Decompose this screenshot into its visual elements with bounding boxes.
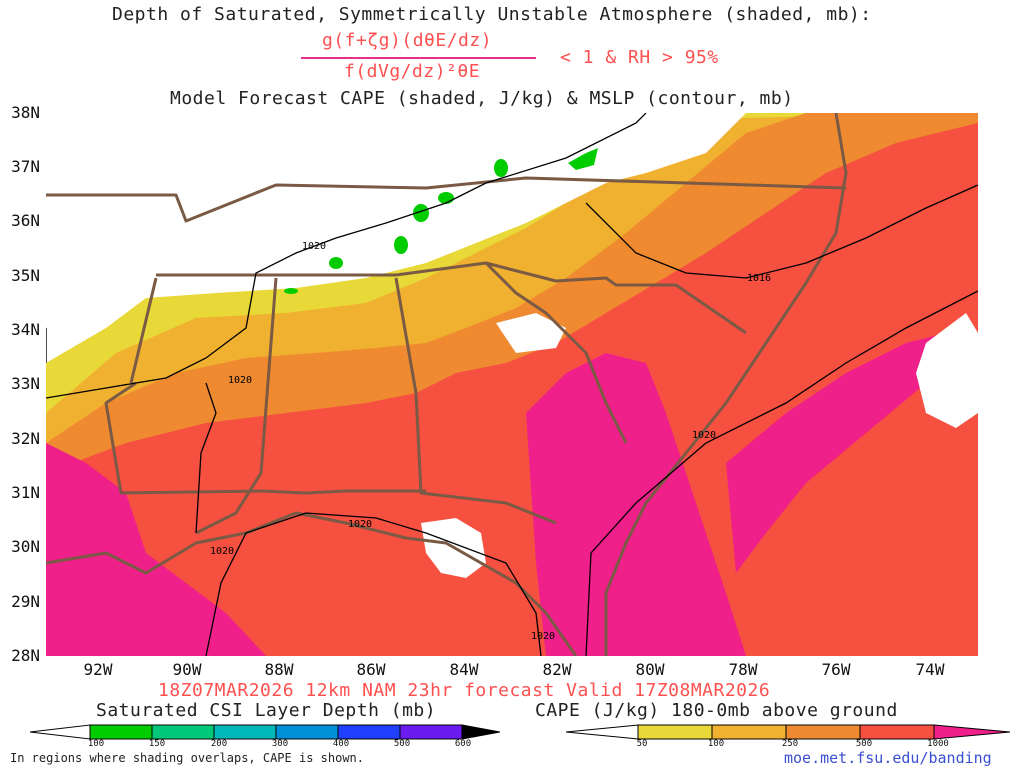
- colorbar-arrow-right: [461, 724, 500, 740]
- isobar-label: 1020: [531, 631, 555, 642]
- isobar-labels: 1020 1016 1020 1020 1020 1020 1020: [210, 241, 771, 642]
- lat-label: 36N: [11, 211, 40, 230]
- cape-magenta-region: [46, 443, 266, 656]
- csi-colorbar-label: 200: [210, 739, 228, 749]
- colorbar-swatch: [399, 724, 463, 740]
- formula-condition: < 1 & RH > 95%: [560, 47, 719, 68]
- csi-colorbar-label: 500: [393, 739, 411, 749]
- csi-patch: [329, 257, 343, 269]
- colorbar-swatch: [785, 724, 861, 740]
- colorbar-swatch: [275, 724, 339, 740]
- isobar-1020-west: [195, 382, 217, 534]
- csi-patch: [284, 288, 298, 294]
- cape-colorbar-label: 500: [855, 739, 873, 749]
- csi-colorbar-label: 100: [87, 739, 105, 749]
- isobar-label: 1020: [210, 546, 234, 557]
- isobar-1020-north: [46, 113, 647, 399]
- isobar-label: 1016: [747, 273, 771, 284]
- cape-colorbar-label: 1000: [927, 739, 949, 749]
- cape-magenta-region-atlantic: [726, 333, 946, 573]
- colorbar-swatch: [151, 724, 215, 740]
- lon-label: 92W: [83, 660, 113, 679]
- lon-label: 82W: [542, 660, 572, 679]
- subtitle-line: Model Forecast CAPE (shaded, J/kg) & MSL…: [170, 88, 794, 109]
- lat-label: 28N: [11, 646, 40, 665]
- cape-colorbar-label: 100: [707, 739, 725, 749]
- title-line: Depth of Saturated, Symmetrically Unstab…: [112, 4, 872, 25]
- csi-patch: [413, 204, 429, 222]
- csi-patch: [568, 148, 598, 170]
- cape-colorbar-label: 50: [636, 739, 648, 749]
- isobar-1020-coast: [585, 290, 978, 656]
- isobar-label: 1020: [302, 241, 326, 252]
- csi-colorbar-label: 600: [454, 739, 472, 749]
- formula-numerator: g(f+ζg)(dθE/dz): [322, 30, 493, 51]
- colorbar-swatch: [213, 724, 277, 740]
- csi-colorbar-label: 400: [332, 739, 350, 749]
- lon-label: 86W: [356, 660, 386, 679]
- csi-patch: [394, 236, 408, 254]
- csi-colorbar-title: Saturated CSI Layer Depth (mb): [96, 700, 437, 721]
- cape-colorbar-label: 250: [781, 739, 799, 749]
- csi-patch: [494, 159, 508, 177]
- colorbar-arrow-left: [566, 724, 639, 740]
- lon-label: 78W: [728, 660, 758, 679]
- lon-label: 90W: [172, 660, 202, 679]
- isobar-1016: [585, 184, 978, 279]
- lon-label: 88W: [264, 660, 294, 679]
- no-cape-atlantic: [916, 313, 978, 428]
- formula-divider: [301, 57, 536, 59]
- isobar-label: 1020: [228, 375, 252, 386]
- lat-label: 34N: [11, 320, 40, 339]
- colorbar-swatch: [711, 724, 787, 740]
- lon-label: 80W: [635, 660, 665, 679]
- csi-colorbar-label: 300: [271, 739, 289, 749]
- forecast-map: 1020 1016 1020 1020 1020 1020 1020: [46, 113, 978, 656]
- lat-label: 31N: [11, 483, 40, 502]
- formula-denominator: f(dVg/dz)²θE: [344, 61, 481, 82]
- lat-label: 37N: [11, 157, 40, 176]
- overlap-note: In regions where shading overlaps, CAPE …: [10, 751, 365, 765]
- csi-colorbar-label: 150: [148, 739, 166, 749]
- csi-colorbar: [30, 724, 500, 740]
- lat-label: 38N: [11, 103, 40, 122]
- isobar-label: 1020: [692, 430, 716, 441]
- lat-label: 30N: [11, 537, 40, 556]
- colorbar-swatch: [637, 724, 713, 740]
- csi-patch: [438, 192, 454, 204]
- lat-label: 29N: [11, 592, 40, 611]
- mslp-contours: [46, 113, 978, 656]
- lat-label: 32N: [11, 429, 40, 448]
- source-link[interactable]: moe.met.fsu.edu/banding: [784, 749, 992, 767]
- colorbar-arrow-right: [933, 724, 1010, 740]
- isobar-label: 1020: [348, 519, 372, 530]
- colorbar-swatch: [337, 724, 401, 740]
- valid-time-line: 18Z07MAR2026 12km NAM 23hr forecast Vali…: [158, 680, 771, 701]
- lon-label: 84W: [449, 660, 479, 679]
- colorbar-swatch: [859, 724, 935, 740]
- cape-colorbar: [566, 724, 1010, 740]
- colorbar-swatch: [89, 724, 153, 740]
- isobar-1020-gulf: [205, 512, 542, 656]
- cape-magenta-region-east: [526, 353, 746, 656]
- cape-colorbar-title: CAPE (J/kg) 180-0mb above ground: [535, 700, 898, 721]
- lon-label: 76W: [821, 660, 851, 679]
- lon-label: 74W: [915, 660, 945, 679]
- lat-label: 35N: [11, 266, 40, 285]
- lat-label: 33N: [11, 374, 40, 393]
- no-cape-ga: [496, 313, 566, 353]
- colorbar-arrow-left: [30, 724, 91, 740]
